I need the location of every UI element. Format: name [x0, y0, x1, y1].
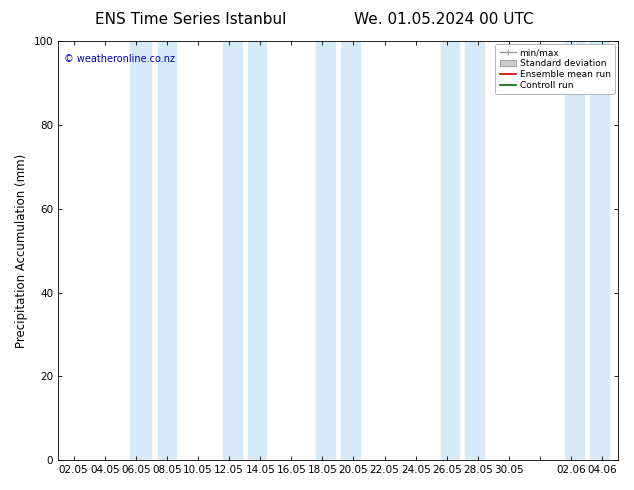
Bar: [129, 41, 152, 460]
Bar: [158, 41, 176, 460]
Text: We. 01.05.2024 00 UTC: We. 01.05.2024 00 UTC: [354, 12, 534, 27]
Bar: [441, 41, 459, 460]
Bar: [465, 41, 484, 460]
Bar: [223, 41, 242, 460]
Bar: [565, 41, 584, 460]
Text: © weatheronline.co.nz: © weatheronline.co.nz: [63, 53, 174, 64]
Legend: min/max, Standard deviation, Ensemble mean run, Controll run: min/max, Standard deviation, Ensemble me…: [495, 44, 615, 94]
Y-axis label: Precipitation Accumulation (mm): Precipitation Accumulation (mm): [15, 153, 28, 348]
Bar: [590, 41, 609, 460]
Bar: [248, 41, 266, 460]
Bar: [316, 41, 335, 460]
Bar: [341, 41, 359, 460]
Text: ENS Time Series Istanbul: ENS Time Series Istanbul: [94, 12, 286, 27]
